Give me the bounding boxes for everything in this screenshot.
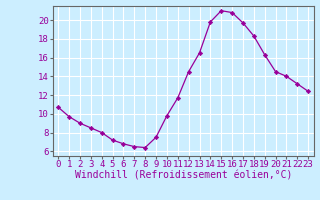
X-axis label: Windchill (Refroidissement éolien,°C): Windchill (Refroidissement éolien,°C) — [75, 171, 292, 181]
